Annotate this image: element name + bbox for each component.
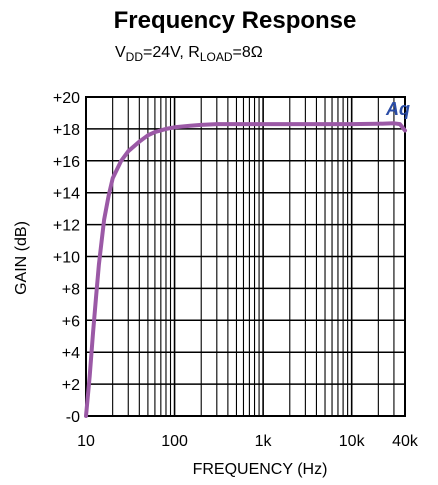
- y-tick-label: +4: [62, 345, 80, 362]
- y-tick-label: +12: [53, 218, 80, 235]
- x-tick-label: 10k: [339, 433, 366, 450]
- subtitle-part: DD: [126, 50, 144, 64]
- subtitle-part: V: [115, 44, 126, 61]
- y-tick-label: -0: [66, 409, 80, 426]
- grid: [86, 96, 405, 417]
- x-tick-label: 40k: [392, 433, 419, 450]
- brand-logo: Aq: [385, 99, 410, 119]
- y-tick-label: +8: [62, 281, 80, 298]
- subtitle-part: LOAD: [200, 50, 233, 64]
- subtitle-part: =24V, R: [143, 44, 200, 61]
- y-tick-label: +2: [62, 377, 80, 394]
- y-tick-label: +14: [53, 186, 80, 203]
- subtitle-part: =8Ω: [233, 44, 263, 61]
- x-tick-label: 10: [77, 433, 95, 450]
- y-tick-label: +20: [53, 90, 80, 107]
- x-tick-label: 100: [161, 433, 188, 450]
- series-line: [84, 121, 407, 418]
- x-axis-label: FREQUENCY (Hz): [193, 461, 328, 478]
- y-tick-label: +16: [53, 154, 80, 171]
- y-tick-label: +10: [53, 250, 80, 267]
- data-series: [84, 121, 407, 418]
- y-axis-label: GAIN (dB): [13, 221, 30, 295]
- y-tick-label: +18: [53, 122, 80, 139]
- y-ticks: -0 +2 +4 +6 +8 +10 +12 +14 +16 +18 +20: [53, 90, 80, 426]
- chart-subtitle: VDD=24V, RLOAD=8Ω: [115, 44, 263, 64]
- plot-frame: [85, 96, 406, 417]
- x-tick-label: 1k: [255, 433, 273, 450]
- y-tick-label: +6: [62, 313, 80, 330]
- chart-title: Frequency Response: [114, 7, 357, 34]
- x-ticks: 10 100 1k 10k 40k: [77, 433, 419, 450]
